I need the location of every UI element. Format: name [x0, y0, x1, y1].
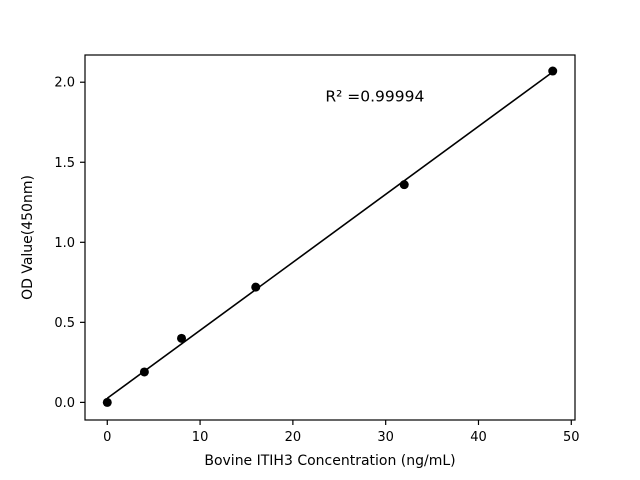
- x-axis-label: Bovine ITIH3 Concentration (ng/mL): [204, 453, 455, 469]
- data-point: [251, 282, 261, 292]
- r-squared-annotation: R² =0.99994: [325, 87, 424, 105]
- data-point: [548, 66, 558, 76]
- data-point: [177, 333, 187, 343]
- data-point: [399, 180, 409, 190]
- x-tick-label: 10: [192, 430, 209, 445]
- x-tick-label: 0: [103, 430, 111, 445]
- x-tick-label: 50: [563, 430, 580, 445]
- y-tick-label: 1.5: [54, 156, 75, 171]
- axes-frame: [84, 54, 576, 421]
- fit-line: [106, 71, 554, 399]
- x-tick-label: 20: [285, 430, 302, 445]
- data-point: [139, 367, 149, 377]
- y-tick-label: 0.5: [54, 316, 75, 331]
- x-tick-label: 30: [377, 430, 394, 445]
- y-axis-label: OD Value(450nm): [20, 175, 36, 300]
- y-tick-label: 1.0: [54, 236, 75, 251]
- x-tick-label: 40: [470, 430, 487, 445]
- data-point: [102, 397, 112, 407]
- y-tick-label: 2.0: [54, 76, 75, 91]
- y-tick-label: 0.0: [54, 396, 75, 411]
